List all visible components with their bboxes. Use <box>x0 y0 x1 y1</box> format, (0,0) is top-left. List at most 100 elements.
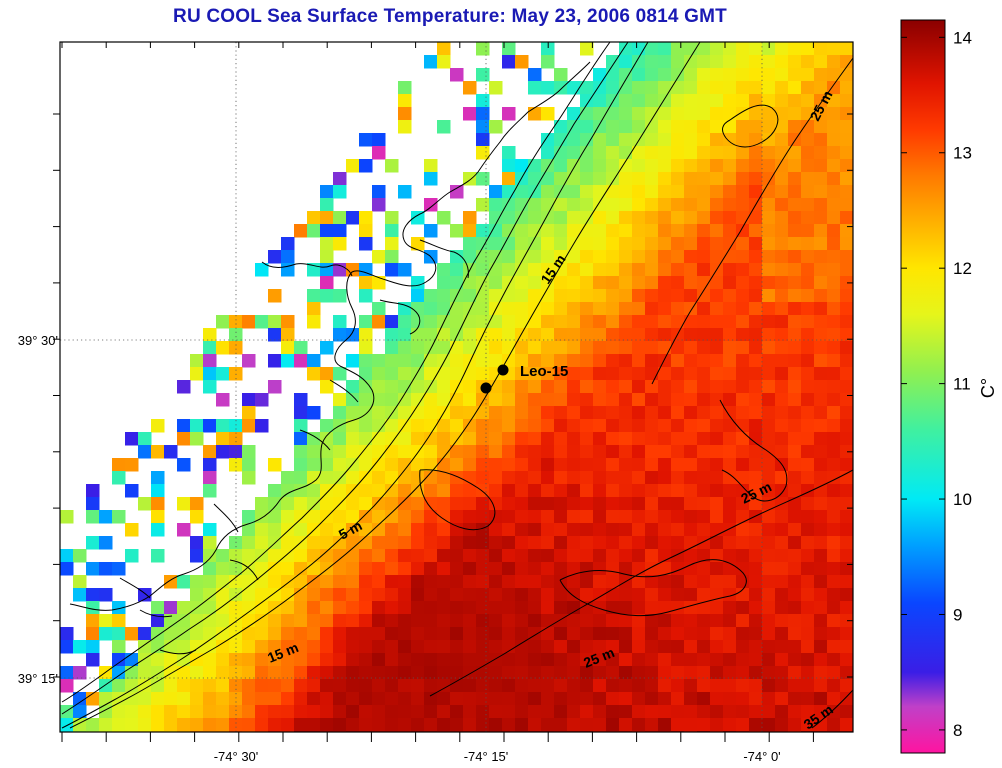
sst-cell <box>736 536 750 550</box>
sst-cell <box>476 510 490 524</box>
sst-cell <box>281 653 295 667</box>
sst-cell <box>697 367 711 381</box>
sst-cell <box>489 380 503 394</box>
sst-cell <box>385 588 399 602</box>
sst-cell <box>619 549 633 563</box>
sst-cell <box>788 627 802 641</box>
sst-cell <box>775 237 789 251</box>
sst-cell <box>554 523 568 537</box>
sst-cell <box>736 68 750 82</box>
sst-cell <box>216 627 230 641</box>
sst-cell <box>801 354 815 368</box>
sst-cell <box>307 432 321 446</box>
sst-cell <box>86 484 100 498</box>
sst-cell <box>710 341 724 355</box>
sst-cell <box>502 198 516 212</box>
sst-cell <box>398 406 412 420</box>
sst-cell <box>619 471 633 485</box>
sst-cell <box>619 328 633 342</box>
leo15-node-a[interactable] <box>497 364 509 376</box>
sst-cell <box>593 302 607 316</box>
sst-cell <box>528 107 542 121</box>
sst-cell <box>671 107 685 121</box>
sst-cell <box>255 536 269 550</box>
leo15-node-b[interactable] <box>480 382 492 394</box>
sst-cell <box>658 237 672 251</box>
sst-cell <box>827 380 841 394</box>
sst-cell <box>424 445 438 459</box>
sst-cell <box>801 328 815 342</box>
sst-cell <box>801 731 815 732</box>
sst-cell <box>281 315 295 329</box>
sst-cell <box>736 289 750 303</box>
sst-cell <box>723 302 737 316</box>
sst-cell <box>411 393 425 407</box>
sst-cell <box>580 510 594 524</box>
sst-cell <box>60 718 74 732</box>
sst-cell <box>775 380 789 394</box>
sst-cell <box>203 679 217 693</box>
sst-cell <box>515 406 529 420</box>
sst-cell <box>736 81 750 95</box>
sst-cell <box>346 432 360 446</box>
sst-cell <box>697 42 711 56</box>
sst-cell <box>775 120 789 134</box>
sst-cell <box>632 679 646 693</box>
sst-cell <box>840 172 853 186</box>
sst-cell <box>801 250 815 264</box>
sst-cell <box>593 198 607 212</box>
sst-cell <box>814 341 828 355</box>
sst-cell <box>437 731 451 732</box>
sst-cell <box>424 653 438 667</box>
sst-cell <box>528 510 542 524</box>
sst-cell <box>645 549 659 563</box>
sst-cell <box>307 510 321 524</box>
sst-cell <box>424 562 438 576</box>
sst-cell <box>450 341 464 355</box>
sst-cell <box>762 211 776 225</box>
sst-cell <box>307 458 321 472</box>
sst-cell <box>554 224 568 238</box>
sst-cell <box>619 419 633 433</box>
sst-cell <box>541 458 555 472</box>
sst-cell <box>333 484 347 498</box>
sst-cell <box>593 692 607 706</box>
sst-cell <box>151 419 165 433</box>
sst-cell <box>398 536 412 550</box>
sst-cell <box>697 523 711 537</box>
sst-cell <box>151 653 165 667</box>
sst-cell <box>710 276 724 290</box>
sst-cell <box>502 432 516 446</box>
sst-cell <box>307 653 321 667</box>
sst-cell <box>827 692 841 706</box>
sst-cell <box>658 445 672 459</box>
sst-cell <box>840 380 853 394</box>
sst-cell <box>723 159 737 173</box>
sst-cell <box>320 198 334 212</box>
sst-cell <box>476 575 490 589</box>
sst-cell <box>567 354 581 368</box>
map-area[interactable] <box>60 42 854 745</box>
sst-cell <box>645 640 659 654</box>
sst-cell <box>645 68 659 82</box>
sst-cell <box>515 458 529 472</box>
sst-cell <box>723 94 737 108</box>
sst-cell <box>658 497 672 511</box>
sst-cell <box>710 315 724 329</box>
sst-cell <box>762 276 776 290</box>
sst-cell <box>177 523 191 537</box>
sst-cell <box>762 666 776 680</box>
sst-cell <box>346 211 360 225</box>
sst-cell <box>775 172 789 186</box>
sst-cell <box>385 627 399 641</box>
sst-cell <box>840 94 853 108</box>
sst-cell <box>762 614 776 628</box>
sst-cell <box>632 562 646 576</box>
sst-cell <box>593 328 607 342</box>
sst-cell <box>697 406 711 420</box>
sst-cell <box>125 705 139 719</box>
sst-cell <box>502 42 516 56</box>
sst-cell <box>788 718 802 732</box>
sst-cell <box>632 68 646 82</box>
sst-cell <box>489 562 503 576</box>
